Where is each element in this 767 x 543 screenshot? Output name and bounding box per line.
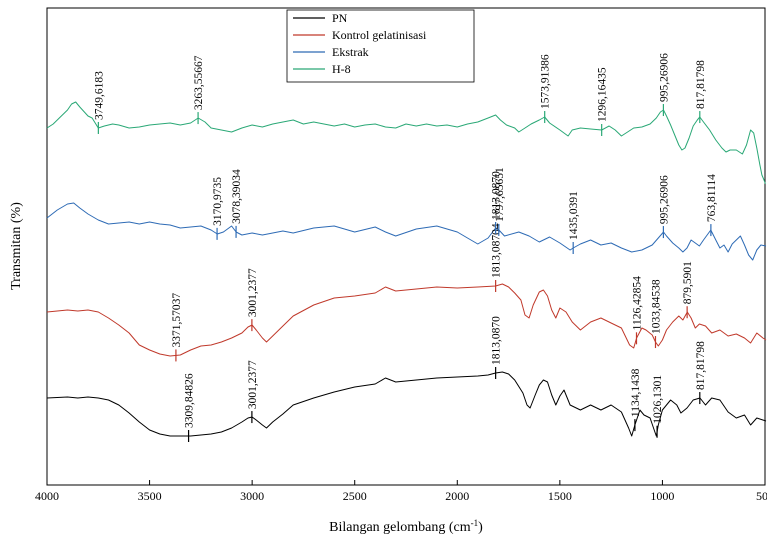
peak-label-0-1: 3001,2377 bbox=[247, 360, 259, 409]
x-tick-label-1: 3500 bbox=[138, 489, 162, 503]
x-axis-title-close: ) bbox=[478, 520, 483, 535]
peak-label-3-5: 817,81798 bbox=[695, 60, 707, 109]
peak-label-3-1: 3263,55667 bbox=[193, 55, 205, 110]
peak-label-0-4: 1026,1301 bbox=[652, 375, 664, 424]
legend-label-1: Kontrol gelatinisasi bbox=[332, 28, 427, 42]
peak-label-2-1: 3078,39034 bbox=[231, 169, 243, 224]
peak-label-3-0: 3749,6183 bbox=[93, 71, 105, 120]
x-tick-label-0: 4000 bbox=[35, 489, 59, 503]
x-tick-label-7: 500 bbox=[756, 489, 767, 503]
peak-annotations: 3309,84826 3001,2377 1813,0870 1134,1438 102… bbox=[93, 53, 718, 442]
peak-label-0-0: 3309,84826 bbox=[184, 373, 196, 428]
x-axis-title: Bilangan gelombang (cm-1) bbox=[329, 518, 483, 535]
peak-label-1-1: 3001,2377 bbox=[247, 268, 259, 317]
peak-label-1-2: 1813,08704 bbox=[491, 223, 503, 278]
peak-label-1-0: 3371,57037 bbox=[171, 293, 183, 348]
peak-label-0-5: 817,81798 bbox=[695, 341, 707, 390]
legend-label-0: PN bbox=[332, 11, 348, 25]
legend-label-3: H-8 bbox=[332, 62, 351, 76]
peak-label-2-6: 763,81114 bbox=[706, 174, 718, 222]
peak-label-3-4: 995,26906 bbox=[658, 53, 670, 102]
peak-label-3-2: 1573,91386 bbox=[540, 54, 552, 109]
x-tick-label-2: 3000 bbox=[240, 489, 264, 503]
legend: PN Kontrol gelatinisasi Ekstrak H-8 bbox=[286, 9, 475, 83]
x-tick-label-4: 2000 bbox=[445, 489, 469, 503]
peak-label-2-0: 3170,9735 bbox=[212, 177, 224, 226]
series-line-1 bbox=[46, 283, 767, 357]
peak-label-2-2: 1813,0870 bbox=[491, 171, 503, 220]
series-line-0 bbox=[46, 371, 767, 437]
series-line-3 bbox=[46, 101, 766, 185]
peak-label-2-4: 1435,0391 bbox=[568, 191, 580, 240]
legend-label-2: Ekstrak bbox=[332, 45, 369, 59]
x-axis-title-main: Bilangan gelombang (cm bbox=[329, 520, 471, 535]
peak-label-1-3: 1126,42854 bbox=[631, 276, 643, 330]
x-axis-ticks: 4000 3500 3000 2500 2000 1500 1000 500 bbox=[35, 480, 767, 503]
peak-label-3-3: 1296,16435 bbox=[597, 67, 609, 122]
y-axis-title: Transmitan (%) bbox=[9, 202, 24, 290]
peak-label-0-2: 1813,0870 bbox=[491, 316, 503, 365]
legend-box bbox=[286, 9, 475, 83]
x-tick-label-3: 2500 bbox=[343, 489, 367, 503]
x-axis-title-sup: -1 bbox=[471, 518, 479, 528]
peak-label-0-3: 1134,1438 bbox=[630, 368, 642, 417]
peak-label-1-5: 879,5901 bbox=[682, 261, 694, 304]
x-tick-label-6: 1000 bbox=[650, 489, 674, 503]
peak-label-2-3: 1797,65651 bbox=[494, 167, 506, 222]
plot-frame bbox=[46, 7, 766, 486]
peak-label-1-4: 1033,84538 bbox=[650, 279, 662, 334]
x-tick-label-5: 1500 bbox=[548, 489, 572, 503]
peak-label-2-5: 995,26906 bbox=[658, 175, 670, 224]
